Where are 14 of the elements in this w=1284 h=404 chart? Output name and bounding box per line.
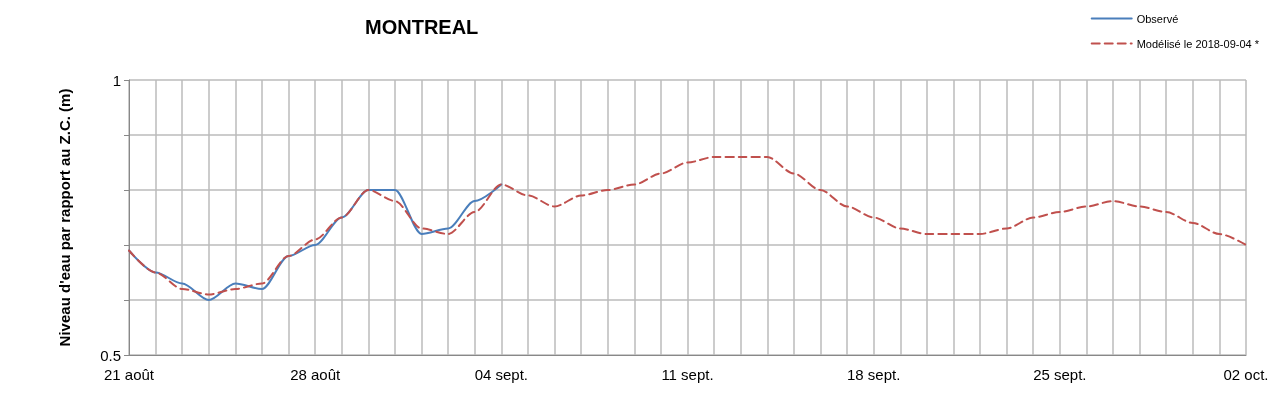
y-axis-title: Niveau d'eau par rapport au Z.C. (m): [55, 88, 73, 347]
y-tick-label: 1: [112, 71, 121, 89]
chart-title: MONTREAL: [365, 16, 479, 38]
legend-label: Modélisé le 2018-09-04 *: [1136, 37, 1260, 50]
x-tick-label: 11 sept.: [661, 366, 714, 383]
x-tick-label: 18 sept.: [846, 366, 901, 383]
x-tick-label: 28 août: [290, 366, 342, 383]
y-tick-label: 0.5: [100, 346, 121, 364]
legend-label: Observé: [1136, 12, 1179, 25]
line-series: [128, 156, 1247, 296]
x-tick-label: 25 sept.: [1033, 366, 1087, 383]
x-tick-label: 21 août: [103, 366, 155, 383]
x-tick-label: 04 sept.: [474, 366, 529, 383]
x-tick-label: 02 oct.: [1223, 366, 1269, 383]
